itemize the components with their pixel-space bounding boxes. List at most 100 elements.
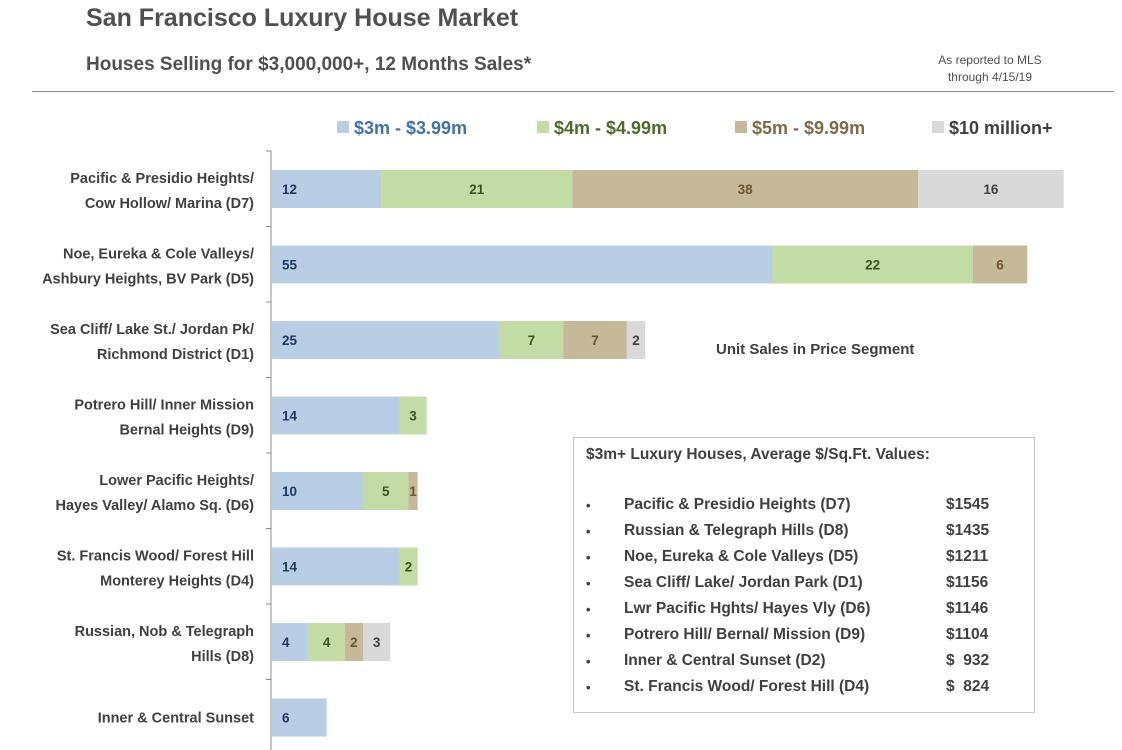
bar-value-label: 14	[282, 409, 298, 424]
bar-value-label: 38	[738, 182, 754, 197]
category-label: Bernal Heights (D9)	[119, 423, 254, 439]
segment-note: Unit Sales in Price Segment	[716, 341, 915, 358]
bar-value-label: 4	[282, 635, 290, 650]
source-note-line-1: As reported to MLS	[938, 53, 1042, 67]
avg-price-district: Inner & Central Sunset (D2)	[624, 652, 826, 669]
avg-price-list: • Pacific & Presidio Heights (D7) $1545 • R…	[584, 496, 1024, 704]
avg-price-value: $1545	[946, 496, 990, 513]
category-label: Lower Pacific Heights/	[99, 473, 254, 489]
category-label: Monterey Heights (D4)	[100, 574, 254, 590]
category-label: Potrero Hill/ Inner Mission	[74, 398, 254, 414]
avg-price-row: • Pacific & Presidio Heights (D7) $1545	[584, 496, 1024, 522]
bar-value-label: 2	[350, 635, 358, 650]
avg-price-value: $1146	[946, 600, 989, 617]
avg-price-box: $3m+ Luxury Houses, Average $/Sq.Ft. Val…	[573, 437, 1035, 713]
bar-s5m	[563, 321, 627, 359]
bar-value-label: 16	[983, 182, 999, 197]
source-note: As reported to MLS through 4/15/19	[905, 52, 1075, 86]
avg-price-district: Pacific & Presidio Heights (D7)	[624, 496, 851, 513]
avg-price-row: • St. Francis Wood/ Forest Hill (D4) $ 824	[584, 678, 1024, 704]
header-divider	[32, 91, 1114, 92]
bar-s3m	[272, 547, 400, 586]
legend-label-s4m: $4m - $4.99m	[554, 118, 667, 138]
category-label: Richmond District (D1)	[97, 347, 254, 363]
bar-s4m	[381, 170, 573, 208]
avg-price-district: St. Francis Wood/ Forest Hill (D4)	[624, 678, 870, 695]
bar-s5m	[572, 170, 919, 208]
avg-price-row: • Inner & Central Sunset (D2) $ 932	[584, 652, 1024, 678]
avg-price-district: Potrero Hill/ Bernal/ Mission (D9)	[624, 626, 866, 643]
bar-value-label: 7	[591, 333, 599, 348]
bar-value-label: 10	[282, 484, 297, 499]
category-label: Pacific & Presidio Heights/	[70, 171, 254, 187]
avg-price-row: • Lwr Pacific Hghts/ Hayes Vly (D6) $1146	[584, 600, 1024, 626]
bar-value-label: 5	[382, 484, 390, 499]
bar-value-label: 6	[282, 711, 290, 726]
bar-s10m	[363, 623, 391, 661]
category-label: Cow Hollow/ Marina (D7)	[85, 196, 254, 212]
category-label: Russian, Nob & Telegraph	[75, 624, 254, 640]
bar-s3m	[272, 472, 363, 510]
avg-price-district: Russian & Telegraph Hills (D8)	[624, 522, 849, 539]
bar-value-label: 1	[409, 484, 417, 499]
bar-value-label: 14	[282, 560, 298, 575]
bar-value-label: 2	[632, 333, 640, 348]
legend-swatch-s10m	[932, 121, 944, 133]
avg-price-district: Lwr Pacific Hghts/ Hayes Vly (D6)	[624, 600, 871, 617]
avg-price-row: • Noe, Eureka & Cole Valleys (D5) $1211	[584, 548, 1024, 574]
avg-price-district: Noe, Eureka & Cole Valleys (D5)	[624, 548, 859, 565]
avg-price-value: $1104	[946, 626, 989, 643]
chart-title: San Francisco Luxury House Market	[86, 4, 519, 32]
bar-value-label: 21	[469, 182, 485, 197]
bar-value-label: 12	[282, 182, 297, 197]
bar-s3m	[272, 170, 382, 208]
bar-value-label: 3	[409, 409, 417, 424]
bar-s4m	[363, 472, 409, 510]
source-note-line-2: through 4/15/19	[947, 70, 1033, 84]
avg-price-box-title: $3m+ Luxury Houses, Average $/Sq.Ft. Val…	[586, 446, 930, 463]
bar-s4m	[399, 396, 427, 435]
category-label: Hayes Valley/ Alamo Sq. (D6)	[55, 498, 254, 514]
legend-label-s5m: $5m - $9.99m	[752, 118, 865, 138]
bar-value-label: 55	[282, 258, 298, 273]
category-label: Hills (D8)	[191, 649, 254, 665]
category-label: Noe, Eureka & Cole Valleys/	[63, 247, 254, 263]
bar-s3m	[272, 698, 327, 737]
bar-value-label: 7	[528, 333, 536, 348]
bar-s4m	[772, 245, 973, 284]
bar-value-label: 3	[373, 635, 381, 650]
bar-s4m	[308, 623, 345, 661]
legend-swatch-s5m	[735, 121, 747, 133]
bullet-icon: •	[586, 628, 591, 643]
bar-value-label: 4	[323, 635, 331, 650]
bar-s4m	[399, 547, 418, 586]
bar-s3m	[272, 321, 500, 359]
avg-price-value: $1435	[946, 522, 990, 539]
bar-value-label: 25	[282, 333, 298, 348]
bullet-icon: •	[586, 524, 591, 539]
avg-price-row: • Russian & Telegraph Hills (D8) $1435	[584, 522, 1024, 548]
bar-s5m	[972, 245, 1028, 284]
category-label: St. Francis Wood/ Forest Hill	[57, 549, 254, 565]
bar-s3m	[272, 623, 309, 661]
category-label: Inner & Central Sunset	[98, 711, 254, 727]
bar-value-label: 22	[865, 258, 880, 273]
legend-swatch-s4m	[537, 121, 549, 133]
bullet-icon: •	[586, 576, 591, 591]
avg-price-value: $ 932	[946, 652, 990, 669]
bar-s10m	[626, 321, 646, 359]
bullet-icon: •	[586, 654, 591, 669]
legend-label-s3m: $3m - $3.99m	[354, 118, 467, 138]
legend-label-s10m: $10 million+	[949, 118, 1053, 138]
bar-s10m	[918, 170, 1064, 208]
bar-s3m	[272, 396, 400, 435]
bar-s5m	[344, 623, 363, 661]
bullet-icon: •	[586, 550, 591, 565]
avg-price-value: $1156	[946, 574, 989, 591]
legend-swatch-s3m	[337, 121, 349, 133]
avg-price-district: Sea Cliff/ Lake/ Jordan Park (D1)	[624, 574, 863, 591]
avg-price-value: $1211	[946, 548, 989, 565]
bullet-icon: •	[586, 602, 591, 617]
avg-price-row: • Potrero Hill/ Bernal/ Mission (D9) $1104	[584, 626, 1024, 652]
